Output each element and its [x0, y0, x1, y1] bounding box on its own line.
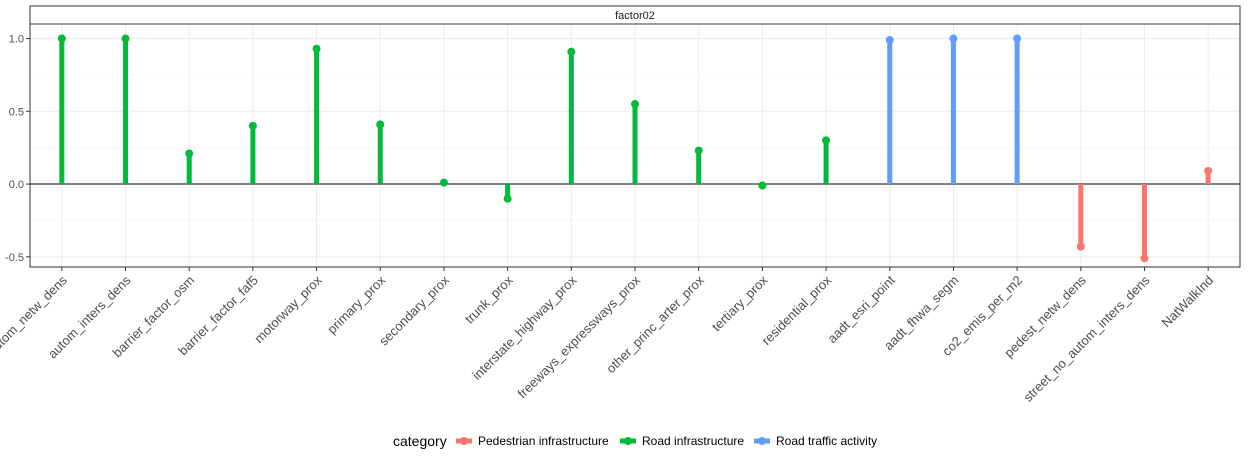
point-tertiary_prox: [758, 181, 767, 190]
point-barrier_factor_faf5: [248, 121, 257, 130]
point-NatWalkInd: [1204, 166, 1213, 175]
x-tick-label: primary_prox: [324, 272, 389, 337]
point-trunk_prox: [503, 194, 512, 203]
facet-label: factor02: [615, 10, 655, 22]
x-tick-label: aadt_esri_point: [824, 272, 898, 346]
x-tick-label: trunk_prox: [462, 272, 516, 326]
point-freeways_expressways_prox: [631, 100, 639, 109]
legend-key-point: [624, 437, 632, 445]
legend: category Pedestrian infrastructure Road in…: [393, 433, 877, 449]
point-street_no_autom_inters_dens: [1140, 254, 1149, 263]
point-pedest_netw_dens: [1076, 242, 1085, 251]
legend-key-point: [758, 437, 766, 445]
point-aadt_fhwa_segm: [949, 34, 958, 43]
legend-label: Pedestrian infrastructure: [478, 434, 609, 448]
legend-key-point: [460, 437, 468, 445]
point-motorway_prox: [312, 44, 321, 53]
y-tick-label: 0.5: [9, 106, 24, 118]
x-axis: autom_netw_densautom_inters_densbarrier_…: [0, 267, 1216, 405]
y-tick-label: 1.0: [9, 34, 24, 46]
point-primary_prox: [376, 120, 385, 129]
point-other_princ_arter_prox: [694, 146, 703, 155]
y-tick-label: -0.5: [5, 252, 24, 264]
legend-label: Road traffic activity: [776, 434, 877, 448]
x-tick-label: freeways_expressways_prox: [514, 272, 643, 401]
legend-label: Road infrastructure: [642, 434, 744, 448]
point-interstate_highway_prox: [567, 47, 576, 56]
point-autom_netw_dens: [57, 34, 66, 43]
x-tick-label: motorway_prox: [251, 272, 325, 346]
x-tick-label: NatWalkInd: [1158, 273, 1216, 331]
y-axis: -0.5 0.0 0.5 1.0: [5, 34, 30, 264]
point-co2_emis_per_m2: [1013, 34, 1022, 43]
points: [57, 34, 1213, 263]
x-tick-label: street_no_autom_inters_dens: [1020, 272, 1153, 405]
legend-title: category: [393, 433, 447, 449]
point-residential_prox: [822, 136, 831, 145]
point-secondary_prox: [439, 178, 448, 187]
facet-strip: factor02: [29, 5, 1241, 25]
point-aadt_esri_point: [885, 36, 894, 45]
x-tick-label: tertiary_prox: [709, 272, 771, 334]
point-barrier_factor_osm: [185, 149, 194, 158]
x-tick-label: interstate_highway_prox: [469, 272, 580, 383]
point-autom_inters_dens: [121, 34, 130, 43]
y-tick-label: 0.0: [9, 179, 24, 191]
